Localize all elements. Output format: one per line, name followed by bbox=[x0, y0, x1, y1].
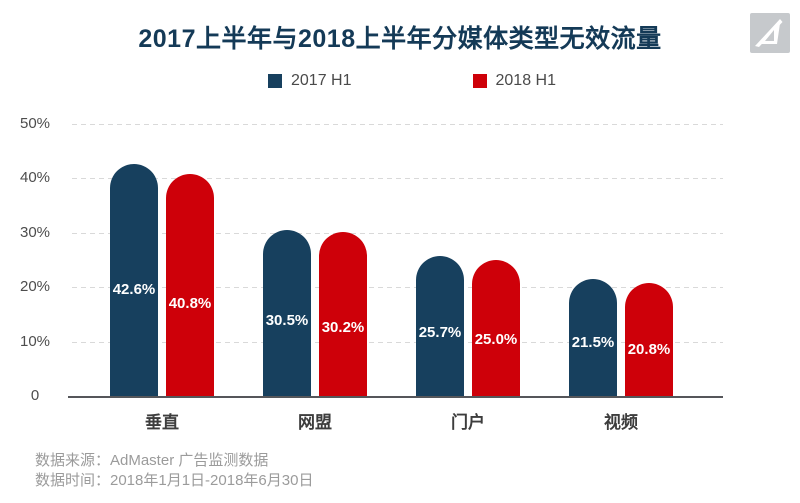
gridline-30 bbox=[72, 232, 723, 234]
bar-group: 25.7% 25.0% 门户 bbox=[416, 124, 520, 432]
bar-2018-h1: 40.8% bbox=[166, 174, 214, 396]
chart-title: 2017上半年与2018上半年分媒体类型无效流量 bbox=[138, 25, 662, 53]
y-axis-tick-label: 30% bbox=[19, 223, 51, 241]
bar-2017-h1: 42.6% bbox=[110, 164, 158, 396]
y-axis-tick-label: 10% bbox=[19, 332, 51, 350]
category-label: 视频 bbox=[604, 413, 638, 432]
category-label: 网盟 bbox=[298, 413, 332, 432]
data-period-text: 数据时间：2018年1月1日-2018年6月30日 bbox=[35, 472, 314, 489]
legend-item-2017-h1: 2017 H1 bbox=[268, 72, 352, 90]
bar-value-label: 42.6% bbox=[112, 281, 156, 298]
bar-2017-h1: 30.5% bbox=[263, 230, 311, 396]
gridline-10 bbox=[72, 341, 723, 343]
y-axis-tick-label: 20% bbox=[19, 278, 51, 296]
data-source-text: 数据来源：AdMaster 广告监测数据 bbox=[35, 452, 269, 469]
category-label: 垂直 bbox=[145, 413, 179, 432]
bar-2018-h1: 25.0% bbox=[472, 260, 520, 396]
gridline-40 bbox=[72, 178, 723, 180]
plot-area: 0 10% 20% 30% 40% 50% 42.6% 40.8% 垂直 30.5% 30.2% 网盟… bbox=[20, 115, 723, 432]
bar-2018-h1: 20.8% bbox=[625, 283, 673, 396]
legend-label: 2017 H1 bbox=[291, 72, 352, 89]
bar-group: 42.6% 40.8% 垂直 bbox=[110, 124, 214, 432]
bar-2018-h1: 30.2% bbox=[319, 232, 367, 396]
admaster-logo-icon bbox=[750, 13, 790, 53]
y-axis-tick-label: 40% bbox=[19, 169, 51, 187]
gridline-20 bbox=[72, 287, 723, 289]
legend: 2017 H1 2018 H1 bbox=[12, 72, 800, 90]
legend-swatch bbox=[472, 74, 487, 88]
y-axis-tick-label: 0 bbox=[30, 387, 40, 404]
bar-group: 30.5% 30.2% 网盟 bbox=[263, 124, 367, 432]
bar-value-label: 25.7% bbox=[418, 324, 462, 341]
bar-value-label: 40.8% bbox=[168, 295, 212, 312]
legend-label: 2018 H1 bbox=[495, 72, 557, 89]
legend-swatch bbox=[268, 74, 282, 88]
bar-value-label: 30.5% bbox=[265, 312, 309, 329]
bar-value-label: 30.2% bbox=[321, 319, 365, 336]
bar-value-label: 21.5% bbox=[571, 334, 615, 351]
x-axis-line bbox=[68, 396, 723, 398]
category-label: 门户 bbox=[451, 413, 485, 432]
bar-group: 21.5% 20.8% 视频 bbox=[569, 124, 673, 432]
y-axis-tick-label: 50% bbox=[19, 115, 51, 132]
gridline-50 bbox=[72, 124, 723, 125]
bar-value-label: 25.0% bbox=[474, 331, 518, 348]
bar-value-label: 20.8% bbox=[627, 341, 671, 358]
bar-2017-h1: 25.7% bbox=[416, 256, 464, 396]
footer: 数据来源：AdMaster 广告监测数据 数据时间：2018年1月1日-2018… bbox=[35, 451, 313, 491]
legend-item-2018-h1: 2018 H1 bbox=[472, 72, 557, 90]
bar-2017-h1: 21.5% bbox=[569, 279, 617, 396]
